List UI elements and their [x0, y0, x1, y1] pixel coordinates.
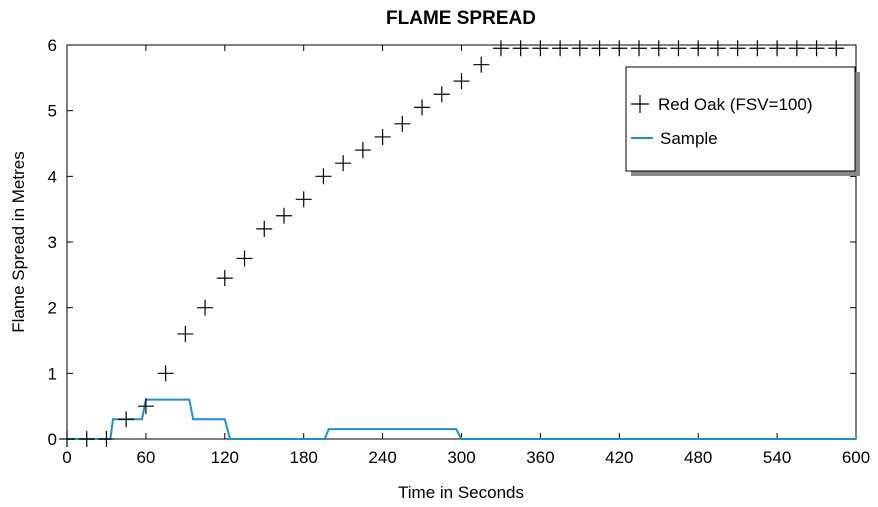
data-point-red-oak [394, 115, 411, 132]
series-layer [59, 40, 856, 447]
data-point-red-oak [631, 40, 648, 57]
x-axis-label: Time in Seconds [398, 483, 524, 502]
data-point-red-oak [571, 40, 588, 57]
x-tick-label: 120 [211, 448, 239, 467]
data-point-red-oak [729, 40, 746, 57]
data-point-red-oak [216, 270, 233, 287]
data-point-red-oak [315, 168, 332, 185]
x-tick-label: 240 [368, 448, 396, 467]
y-tick-label: 5 [48, 102, 57, 121]
data-point-red-oak [414, 99, 431, 116]
x-axis: 0 60 120 180 240 300 360 420 480 540 600 [62, 45, 870, 467]
data-point-red-oak [453, 73, 470, 90]
data-point-red-oak [354, 142, 371, 159]
legend-label-red-oak: Red Oak (FSV=100) [658, 95, 813, 114]
x-tick-label: 180 [290, 448, 318, 467]
x-tick-label: 540 [763, 448, 791, 467]
data-point-red-oak [552, 40, 569, 57]
legend: Red Oak (FSV=100) Sample [625, 66, 860, 176]
data-point-red-oak [78, 431, 95, 447]
data-point-red-oak [335, 155, 352, 172]
x-tick-label: 360 [526, 448, 554, 467]
data-point-red-oak [709, 40, 726, 57]
data-point-red-oak [788, 40, 805, 57]
data-point-red-oak [98, 431, 115, 447]
y-tick-label: 6 [48, 36, 57, 55]
data-point-red-oak [591, 40, 608, 57]
data-point-red-oak [137, 398, 154, 415]
x-tick-label: 420 [605, 448, 633, 467]
x-tick-label: 480 [684, 448, 712, 467]
x-tick-label: 60 [136, 448, 155, 467]
data-point-red-oak [512, 40, 529, 57]
legend-marker-red-oak [631, 95, 649, 113]
series-line-sample [67, 398, 856, 440]
data-point-red-oak [611, 40, 628, 57]
y-tick-label: 0 [48, 430, 57, 449]
data-point-red-oak [59, 431, 75, 447]
x-tick-label: 600 [842, 448, 870, 467]
y-tick-label: 4 [48, 167, 57, 186]
data-point-red-oak [118, 411, 135, 428]
legend-box [625, 66, 856, 172]
data-point-red-oak [808, 40, 825, 57]
y-axis: 0 1 2 3 4 5 6 [48, 36, 856, 449]
x-tick-label: 0 [62, 448, 71, 467]
data-point-red-oak [532, 40, 549, 57]
data-point-red-oak [828, 40, 845, 57]
data-point-red-oak [374, 128, 391, 145]
data-point-red-oak [492, 40, 509, 57]
chart-title: FLAME SPREAD [386, 8, 536, 29]
data-point-red-oak [236, 250, 253, 267]
data-point-red-oak [256, 220, 273, 237]
y-tick-label: 2 [48, 299, 57, 318]
y-tick-label: 1 [48, 364, 57, 383]
data-point-red-oak [769, 40, 786, 57]
data-point-red-oak [433, 86, 450, 103]
data-point-red-oak [690, 40, 707, 57]
data-point-red-oak [473, 56, 490, 73]
data-point-red-oak [295, 191, 312, 208]
legend-label-sample: Sample [660, 129, 718, 148]
y-tick-label: 3 [48, 233, 57, 252]
data-point-red-oak [197, 299, 214, 316]
data-point-red-oak [749, 40, 766, 57]
data-point-red-oak [275, 207, 292, 224]
data-point-red-oak [670, 40, 687, 57]
data-point-red-oak [177, 325, 194, 342]
data-point-red-oak [157, 365, 174, 382]
data-point-red-oak [650, 40, 667, 57]
x-tick-label: 300 [447, 448, 475, 467]
y-axis-label: Flame Spread in Metres [9, 151, 28, 332]
